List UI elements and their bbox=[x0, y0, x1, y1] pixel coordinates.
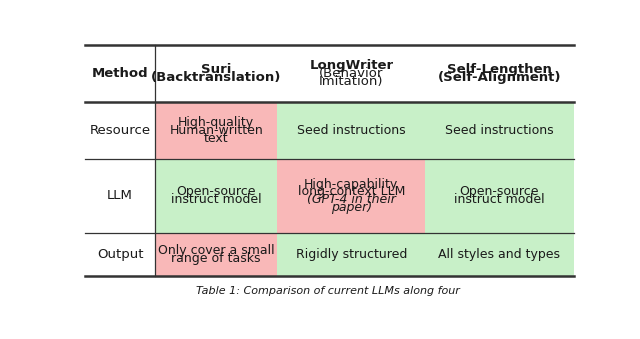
Bar bbox=[85, 45, 155, 102]
Text: Suri: Suri bbox=[201, 63, 232, 76]
Bar bbox=[426, 233, 573, 276]
Bar bbox=[155, 159, 277, 233]
Bar bbox=[155, 233, 277, 276]
Text: High-quality: High-quality bbox=[178, 116, 254, 129]
Bar bbox=[155, 45, 277, 102]
Bar bbox=[155, 102, 277, 159]
Text: Output: Output bbox=[97, 248, 143, 261]
Bar bbox=[277, 102, 426, 159]
Bar bbox=[85, 159, 155, 233]
Text: Imitation): Imitation) bbox=[319, 75, 383, 88]
Text: Resource: Resource bbox=[90, 124, 150, 137]
Bar bbox=[277, 159, 426, 233]
Text: range of tasks: range of tasks bbox=[172, 252, 261, 265]
Text: text: text bbox=[204, 132, 228, 145]
Text: long-context LLM: long-context LLM bbox=[298, 185, 405, 199]
Text: Method: Method bbox=[92, 67, 148, 80]
Text: Human-written: Human-written bbox=[170, 124, 263, 137]
Text: Open-source: Open-source bbox=[177, 185, 256, 199]
Text: instruct model: instruct model bbox=[454, 193, 545, 206]
Text: LongWriter: LongWriter bbox=[309, 59, 394, 72]
Text: (Behavior: (Behavior bbox=[319, 67, 383, 80]
Text: paper): paper) bbox=[331, 201, 372, 214]
Text: (GPT-4 in their: (GPT-4 in their bbox=[307, 193, 396, 206]
Text: High-capability: High-capability bbox=[304, 178, 399, 191]
Text: Only cover a small: Only cover a small bbox=[158, 244, 275, 257]
Bar bbox=[85, 233, 155, 276]
Bar bbox=[426, 45, 573, 102]
Text: Rigidly structured: Rigidly structured bbox=[296, 248, 407, 261]
Text: (Backtranslation): (Backtranslation) bbox=[151, 71, 282, 84]
Bar bbox=[277, 45, 426, 102]
Text: LLM: LLM bbox=[107, 190, 133, 202]
Bar bbox=[277, 233, 426, 276]
Text: Seed instructions: Seed instructions bbox=[297, 124, 406, 137]
Text: instruct model: instruct model bbox=[171, 193, 262, 206]
Text: Seed instructions: Seed instructions bbox=[445, 124, 554, 137]
Text: All styles and types: All styles and types bbox=[438, 248, 561, 261]
Text: Table 1: Comparison of current LLMs along four: Table 1: Comparison of current LLMs alon… bbox=[196, 286, 460, 296]
Text: Self-Lengthen: Self-Lengthen bbox=[447, 63, 552, 76]
Bar bbox=[426, 159, 573, 233]
Text: Open-source: Open-source bbox=[460, 185, 540, 199]
Bar bbox=[85, 102, 155, 159]
Bar bbox=[426, 102, 573, 159]
Text: (Self-Alignment): (Self-Alignment) bbox=[438, 71, 561, 84]
